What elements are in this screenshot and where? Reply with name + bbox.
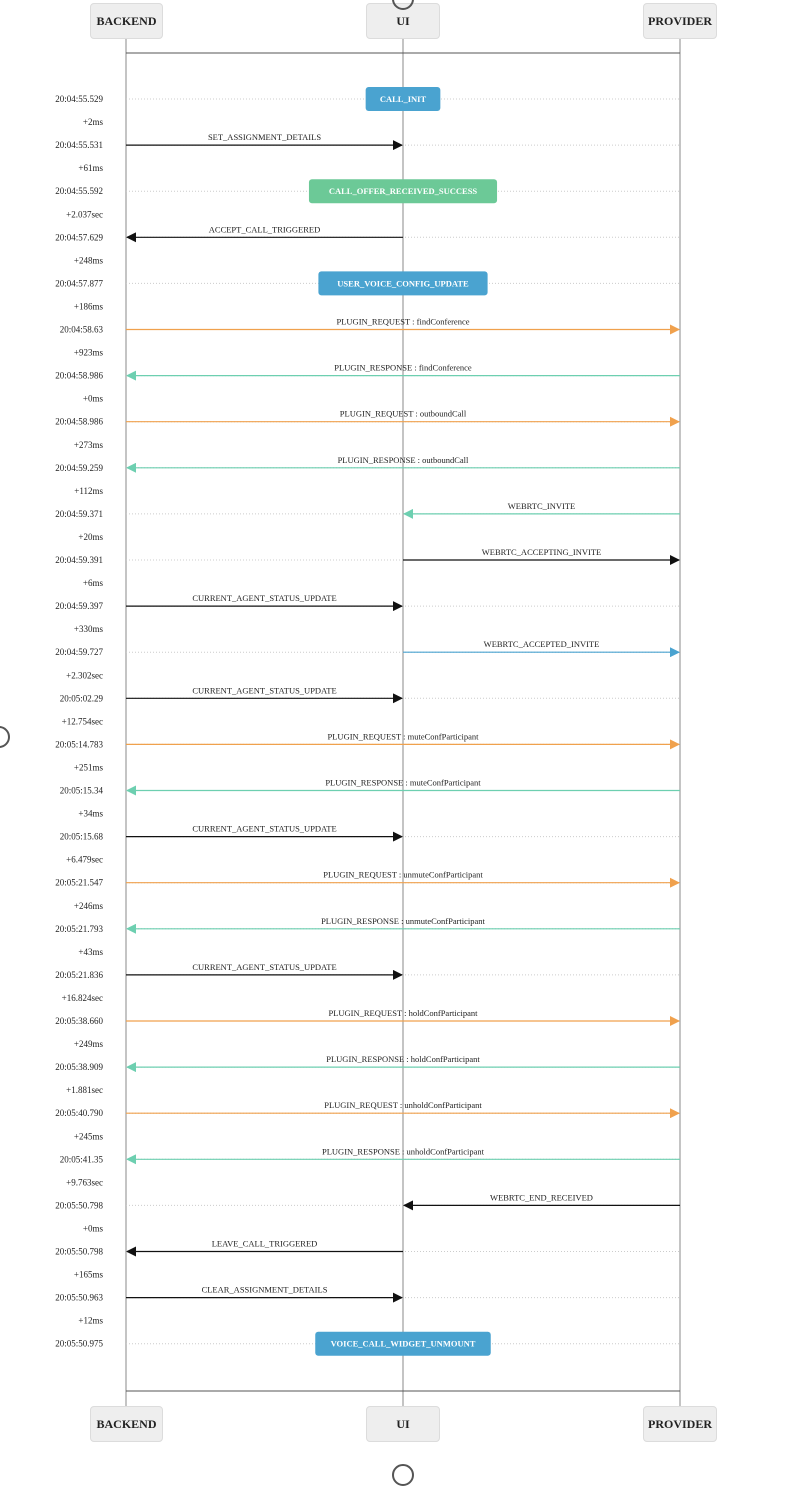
delta-label: +0ms <box>83 394 104 404</box>
delta-label: +245ms <box>74 1131 104 1141</box>
event-box[interactable] <box>365 87 441 111</box>
timestamp-label: 20:05:14.783 <box>55 739 103 749</box>
message-label: WEBRTC_END_RECEIVED <box>490 1192 593 1202</box>
message-label: CURRENT_AGENT_STATUS_UPDATE <box>192 593 336 603</box>
timestamp-label: 20:04:55.529 <box>55 94 103 104</box>
actor-box-provider-bottom[interactable]: PROVIDER <box>643 1406 717 1442</box>
message-label: PLUGIN_REQUEST : holdConfParticipant <box>328 1008 478 1018</box>
message-label: PLUGIN_RESPONSE : holdConfParticipant <box>326 1054 480 1064</box>
message-label: WEBRTC_ACCEPTED_INVITE <box>484 639 600 649</box>
event-label: CALL_OFFER_RECEIVED_SUCCESS <box>329 186 478 196</box>
timestamp-label: 20:05:21.547 <box>55 878 103 888</box>
message-label: CLEAR_ASSIGNMENT_DETAILS <box>202 1285 328 1295</box>
timestamp-label: 20:05:38.660 <box>55 1016 103 1026</box>
timestamp-label: 20:05:40.790 <box>55 1108 103 1118</box>
message-label: WEBRTC_ACCEPTING_INVITE <box>482 547 601 557</box>
timestamp-label: 20:04:58.986 <box>55 371 103 381</box>
timestamp-label: 20:04:55.592 <box>55 186 103 196</box>
delta-label: +6ms <box>83 578 104 588</box>
delta-label: +330ms <box>74 624 104 634</box>
message-label: PLUGIN_RESPONSE : unmuteConfParticipant <box>321 916 485 926</box>
delta-label: +16.824sec <box>62 993 103 1003</box>
message-label: PLUGIN_REQUEST : unholdConfParticipant <box>324 1100 482 1110</box>
delta-label: +61ms <box>78 163 103 173</box>
delta-label: +6.479sec <box>66 855 103 865</box>
delta-label: +43ms <box>78 947 103 957</box>
timestamp-label: 20:05:50.963 <box>55 1293 103 1303</box>
message-label: WEBRTC_INVITE <box>508 501 575 511</box>
message-label: PLUGIN_REQUEST : findConference <box>337 317 470 327</box>
delta-label: +112ms <box>74 486 103 496</box>
delta-label: +20ms <box>78 532 103 542</box>
timestamp-label: 20:05:38.909 <box>55 1062 103 1072</box>
message-label: SET_ASSIGNMENT_DETAILS <box>208 132 321 142</box>
timestamp-label: 20:04:59.259 <box>55 463 103 473</box>
timestamp-label: 20:05:21.836 <box>55 970 103 980</box>
message-label: PLUGIN_REQUEST : unmuteConfParticipant <box>323 870 483 880</box>
timestamp-label: 20:05:15.68 <box>60 832 104 842</box>
timestamp-label: 20:04:59.371 <box>55 509 103 519</box>
event-label: VOICE_CALL_WIDGET_UNMOUNT <box>331 1339 476 1349</box>
delta-label: +12ms <box>78 1316 103 1326</box>
message-label: PLUGIN_RESPONSE : unholdConfParticipant <box>322 1146 485 1156</box>
message-label: PLUGIN_REQUEST : outboundCall <box>340 409 467 419</box>
delta-label: +2ms <box>83 117 104 127</box>
timestamp-label: 20:05:02.29 <box>60 693 104 703</box>
delta-label: +1.881sec <box>66 1085 103 1095</box>
diagram-rows: 20:04:55.529 CALL_INIT 20:04:55.531 +2ms SET… <box>55 87 680 1356</box>
timestamp-label: 20:04:58.63 <box>60 325 104 335</box>
timestamp-label: 20:05:50.798 <box>55 1247 103 1257</box>
message-label: PLUGIN_REQUEST : muteConfParticipant <box>328 731 480 741</box>
delta-label: +9.763sec <box>66 1177 103 1187</box>
delta-label: +186ms <box>74 301 104 311</box>
timestamp-label: 20:04:55.531 <box>55 140 103 150</box>
delta-label: +12.754sec <box>62 716 103 726</box>
delta-label: +2.037sec <box>66 209 103 219</box>
event-box[interactable] <box>315 1331 491 1356</box>
message-label: LEAVE_CALL_TRIGGERED <box>212 1239 318 1249</box>
message-label: CURRENT_AGENT_STATUS_UPDATE <box>192 685 336 695</box>
delta-label: +2.302sec <box>66 670 103 680</box>
message-label: CURRENT_AGENT_STATUS_UPDATE <box>192 824 336 834</box>
delta-label: +165ms <box>74 1270 104 1280</box>
delta-label: +273ms <box>74 440 104 450</box>
message-label: CURRENT_AGENT_STATUS_UPDATE <box>192 962 336 972</box>
timestamp-label: 20:04:58.986 <box>55 417 103 427</box>
delta-label: +249ms <box>74 1039 104 1049</box>
event-box[interactable] <box>308 179 498 204</box>
actor-box-ui-top[interactable]: UI <box>366 3 440 39</box>
delta-label: +248ms <box>74 255 104 265</box>
delta-label: +923ms <box>74 348 104 358</box>
timestamp-label: 20:04:57.629 <box>55 232 103 242</box>
timestamp-label: 20:04:57.877 <box>55 278 103 288</box>
actor-box-ui-bottom[interactable]: UI <box>366 1406 440 1442</box>
timestamp-label: 20:05:50.975 <box>55 1339 103 1349</box>
message-label: ACCEPT_CALL_TRIGGERED <box>209 224 320 234</box>
actor-box-backend-bottom[interactable]: BACKEND <box>90 1406 163 1442</box>
message-label: PLUGIN_RESPONSE : muteConfParticipant <box>325 778 481 788</box>
timestamp-label: 20:05:41.35 <box>60 1154 104 1164</box>
message-label: PLUGIN_RESPONSE : findConference <box>334 363 472 373</box>
timestamp-label: 20:04:59.397 <box>55 601 103 611</box>
delta-label: +246ms <box>74 901 104 911</box>
timestamp-label: 20:04:59.391 <box>55 555 103 565</box>
timestamp-label: 20:04:59.727 <box>55 647 103 657</box>
diagram-frame <box>125 39 681 1406</box>
event-label: CALL_INIT <box>380 94 427 104</box>
event-box[interactable] <box>318 271 488 296</box>
actor-box-provider-top[interactable]: PROVIDER <box>643 3 717 39</box>
timestamp-label: 20:05:15.34 <box>60 786 104 796</box>
timestamp-label: 20:05:21.793 <box>55 924 103 934</box>
timestamp-label: 20:05:50.798 <box>55 1200 103 1210</box>
delta-label: +0ms <box>83 1223 104 1233</box>
actor-box-backend-top[interactable]: BACKEND <box>90 3 163 39</box>
delta-label: +34ms <box>78 809 103 819</box>
event-label: USER_VOICE_CONFIG_UPDATE <box>337 278 469 288</box>
delta-label: +251ms <box>74 762 104 772</box>
message-label: PLUGIN_RESPONSE : outboundCall <box>338 455 469 465</box>
